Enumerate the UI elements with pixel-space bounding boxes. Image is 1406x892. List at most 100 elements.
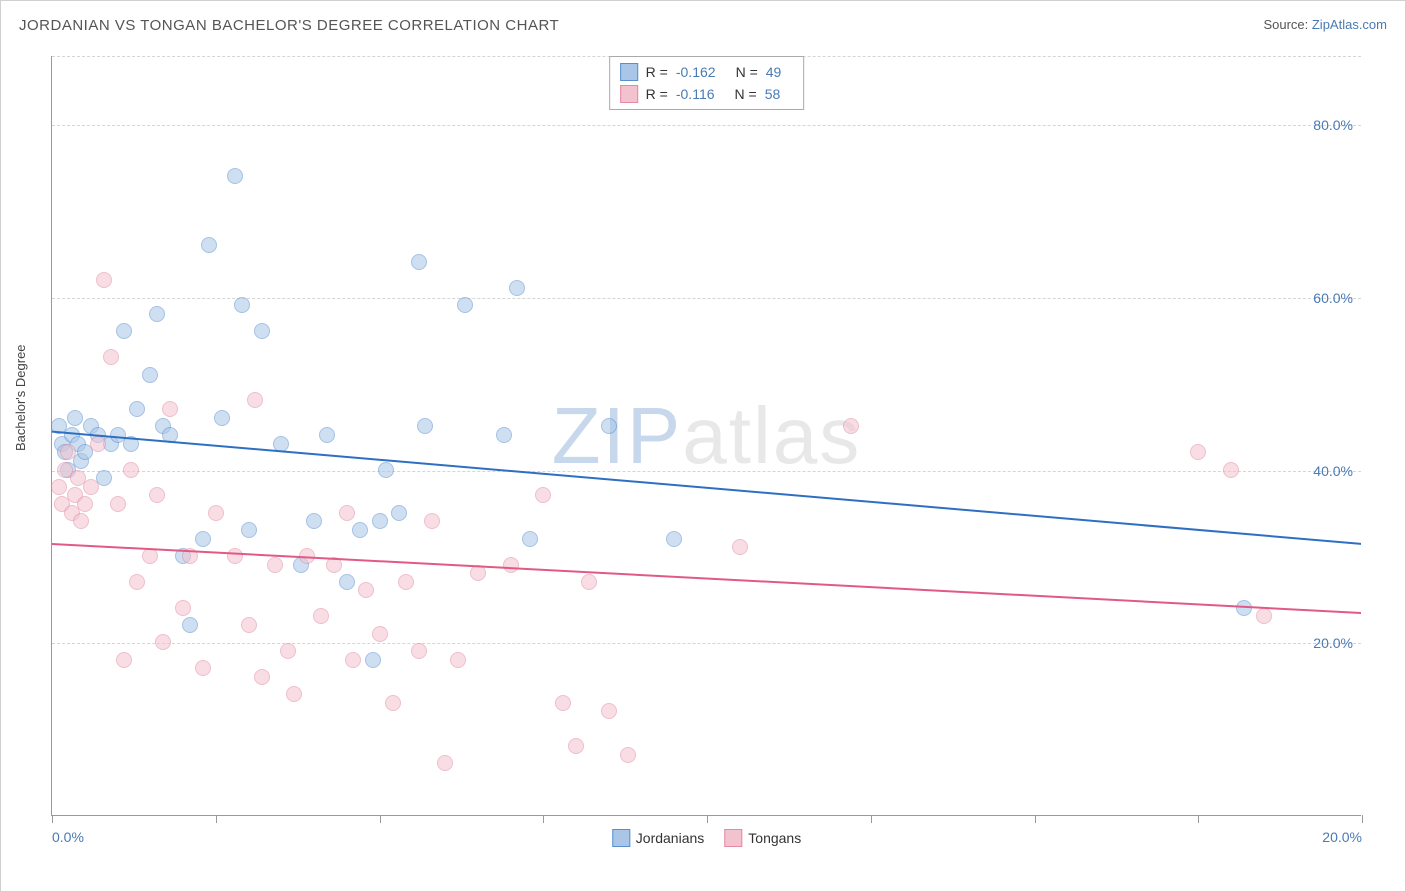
legend-swatch [724, 829, 742, 847]
scatter-point [280, 643, 296, 659]
scatter-point [457, 297, 473, 313]
scatter-point [1190, 444, 1206, 460]
legend-series: Jordanians Tongans [612, 829, 801, 847]
scatter-point [339, 505, 355, 521]
chart-source: Source: ZipAtlas.com [1263, 17, 1387, 32]
y-tick-label: 20.0% [1313, 635, 1353, 651]
scatter-point [424, 513, 440, 529]
y-tick-label: 40.0% [1313, 463, 1353, 479]
x-tick-mark [52, 815, 53, 823]
scatter-point [175, 600, 191, 616]
y-tick-label: 80.0% [1313, 117, 1353, 133]
legend-r-value: -0.116 [676, 86, 715, 102]
scatter-point [90, 436, 106, 452]
scatter-point [503, 557, 519, 573]
scatter-point [241, 617, 257, 633]
scatter-point [345, 652, 361, 668]
scatter-point [116, 323, 132, 339]
scatter-point [385, 695, 401, 711]
scatter-point [254, 323, 270, 339]
scatter-point [77, 496, 93, 512]
scatter-point [411, 254, 427, 270]
legend-stats: R = -0.162N = 49R = -0.116N = 58 [609, 56, 805, 110]
scatter-point [214, 410, 230, 426]
scatter-point [509, 280, 525, 296]
scatter-point [313, 608, 329, 624]
scatter-point [149, 487, 165, 503]
watermark: ZIPatlas [552, 390, 861, 482]
scatter-point [162, 401, 178, 417]
scatter-point [67, 410, 83, 426]
gridline [52, 643, 1361, 644]
scatter-point [352, 522, 368, 538]
scatter-point [358, 582, 374, 598]
scatter-point [555, 695, 571, 711]
scatter-point [666, 531, 682, 547]
scatter-point [1223, 462, 1239, 478]
gridline [52, 125, 1361, 126]
scatter-point [254, 669, 270, 685]
scatter-point [123, 462, 139, 478]
scatter-point [319, 427, 335, 443]
legend-series-item[interactable]: Tongans [724, 829, 801, 847]
source-prefix: Source: [1263, 17, 1311, 32]
scatter-point [398, 574, 414, 590]
scatter-point [470, 565, 486, 581]
scatter-point [306, 513, 322, 529]
x-tick-mark [1035, 815, 1036, 823]
scatter-point [601, 703, 617, 719]
scatter-point [142, 548, 158, 564]
scatter-point [182, 617, 198, 633]
scatter-point [378, 462, 394, 478]
legend-n-label: N = [736, 64, 758, 80]
legend-n-value: 58 [765, 86, 781, 102]
scatter-point [162, 427, 178, 443]
source-link[interactable]: ZipAtlas.com [1312, 17, 1387, 32]
scatter-point [326, 557, 342, 573]
scatter-point [273, 436, 289, 452]
legend-swatch [620, 85, 638, 103]
scatter-point [620, 747, 636, 763]
legend-series-item[interactable]: Jordanians [612, 829, 705, 847]
y-axis-label: Bachelor's Degree [13, 344, 28, 451]
watermark-rest: atlas [682, 391, 861, 480]
scatter-point [110, 496, 126, 512]
scatter-point [372, 626, 388, 642]
scatter-point [60, 444, 76, 460]
chart-title: JORDANIAN VS TONGAN BACHELOR'S DEGREE CO… [19, 17, 559, 34]
scatter-point [417, 418, 433, 434]
scatter-point [96, 272, 112, 288]
scatter-point [195, 531, 211, 547]
scatter-point [123, 436, 139, 452]
trend-lines [52, 56, 1361, 815]
scatter-point [83, 479, 99, 495]
scatter-point [568, 738, 584, 754]
scatter-point [601, 418, 617, 434]
scatter-point [286, 686, 302, 702]
scatter-point [73, 513, 89, 529]
legend-r-value: -0.162 [676, 64, 716, 80]
scatter-point [522, 531, 538, 547]
scatter-point [299, 548, 315, 564]
x-tick-mark [216, 815, 217, 823]
scatter-point [1236, 600, 1252, 616]
scatter-point [208, 505, 224, 521]
scatter-point [391, 505, 407, 521]
plot-area: ZIPatlas 20.0%40.0%60.0%80.0%0.0%20.0%R … [51, 56, 1361, 816]
legend-series-label: Jordanians [636, 830, 705, 846]
scatter-point [103, 349, 119, 365]
scatter-point [227, 548, 243, 564]
legend-swatch [612, 829, 630, 847]
scatter-point [450, 652, 466, 668]
scatter-point [129, 401, 145, 417]
x-tick-mark [1198, 815, 1199, 823]
gridline [52, 298, 1361, 299]
legend-r-label: R = [646, 64, 668, 80]
legend-series-label: Tongans [748, 830, 801, 846]
scatter-point [182, 548, 198, 564]
legend-r-label: R = [646, 86, 668, 102]
scatter-point [142, 367, 158, 383]
scatter-point [227, 168, 243, 184]
gridline [52, 471, 1361, 472]
scatter-point [51, 479, 67, 495]
